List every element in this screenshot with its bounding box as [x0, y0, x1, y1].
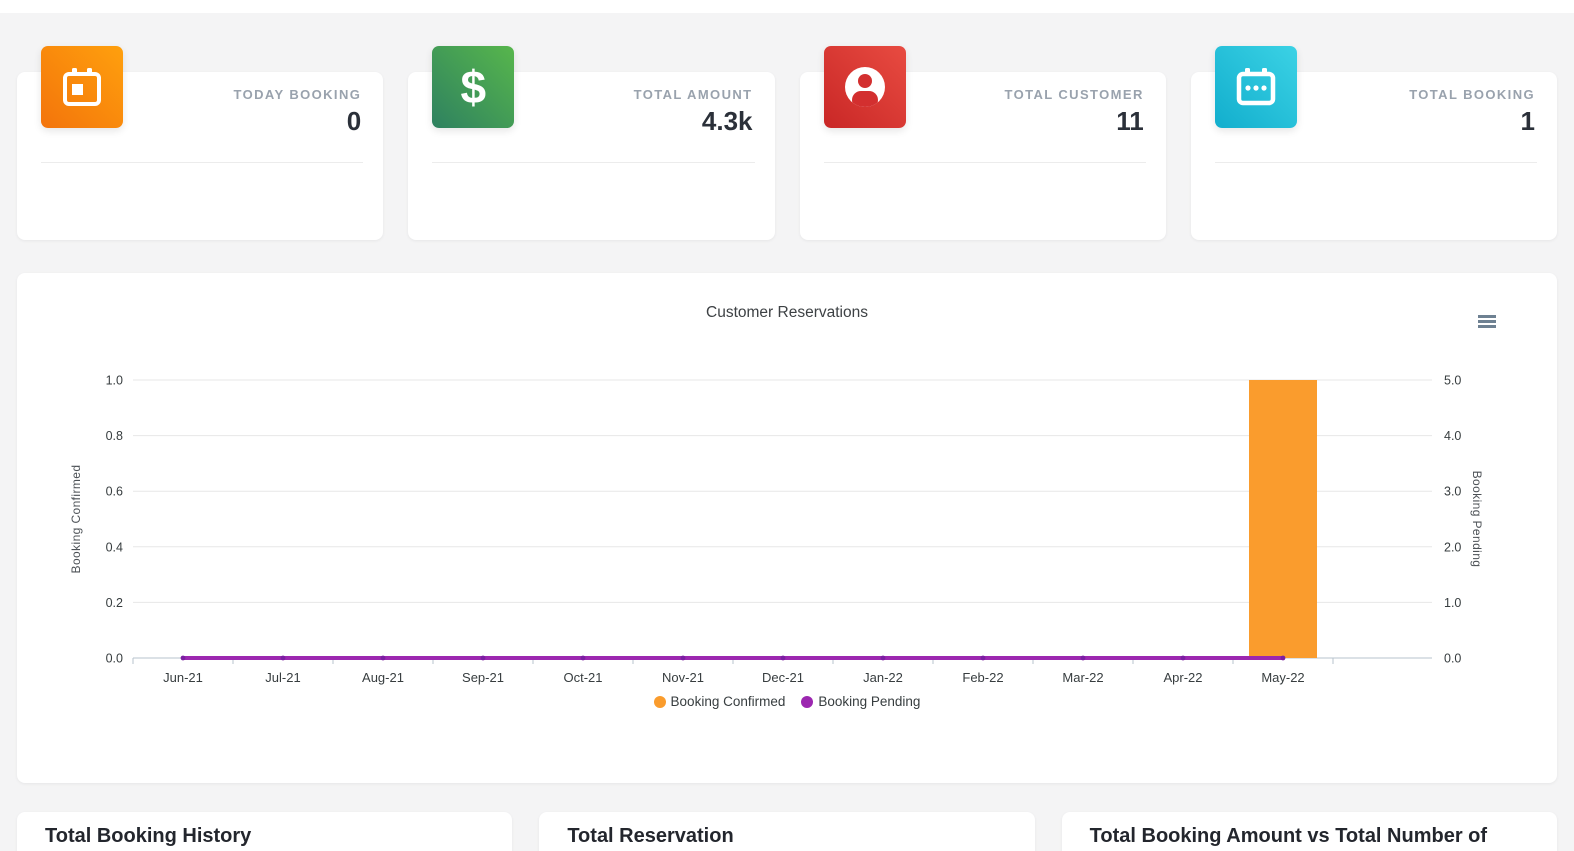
svg-text:Jul-21: Jul-21 — [265, 670, 300, 685]
chart-title: Customer Reservations — [706, 304, 868, 321]
svg-text:1.0: 1.0 — [1444, 596, 1461, 610]
dollar-icon: $ — [432, 46, 515, 128]
svg-text:Sep-21: Sep-21 — [462, 670, 504, 685]
svg-text:0.2: 0.2 — [106, 596, 123, 610]
bottom-row: Total Booking History Total Reservation … — [0, 812, 1574, 851]
svg-text:0.6: 0.6 — [106, 485, 123, 499]
stat-label: TOTAL CUSTOMER — [1004, 87, 1144, 102]
stat-card-total-booking: TOTAL BOOKING 1 — [1190, 46, 1557, 240]
customer-reservations-card: Customer Reservations 1.0 5.0 0.8 4.0 0.6 3.0… — [17, 273, 1557, 783]
svg-text:3.0: 3.0 — [1444, 485, 1461, 499]
user-circle-icon — [823, 46, 906, 128]
legend-item-booking-confirmed[interactable]: Booking Confirmed — [653, 694, 785, 709]
stat-value: 11 — [1116, 106, 1144, 136]
svg-text:4.0: 4.0 — [1444, 429, 1461, 443]
chart-menu-icon[interactable] — [1475, 312, 1499, 331]
customer-reservations-chart: 1.0 5.0 0.8 4.0 0.6 3.0 0.4 2.0 0.2 1.0 0.0 0.0 Book… — [69, 374, 1484, 686]
top-bar — [0, 0, 1574, 13]
svg-text:0.8: 0.8 — [106, 429, 123, 443]
total-reservation-card: Total Reservation — [539, 812, 1035, 851]
stat-value: 4.3k — [701, 106, 753, 136]
card-title: Total Booking Amount vs Total Number of — [1089, 825, 1488, 847]
svg-text:Booking Pending: Booking Pending — [1470, 471, 1484, 568]
svg-text:5.0: 5.0 — [1444, 374, 1461, 388]
total-booking-history-card: Total Booking History — [17, 812, 513, 851]
svg-text:Oct-21: Oct-21 — [563, 670, 602, 685]
stat-card-total-customer: TOTAL CUSTOMER 11 — [799, 46, 1166, 240]
chart-legend: Booking Confirmed Booking Pending — [17, 694, 1557, 709]
calendar-dots-icon — [1214, 46, 1297, 128]
svg-text:Apr-22: Apr-22 — [1163, 670, 1202, 685]
card-title: Total Booking History — [45, 825, 252, 847]
stat-label: TODAY BOOKING — [233, 87, 362, 102]
legend-dot-confirmed — [653, 695, 666, 708]
svg-text:May-22: May-22 — [1261, 670, 1304, 685]
svg-text:Feb-22: Feb-22 — [962, 670, 1003, 685]
stat-card-total-amount: $ TOTAL AMOUNT 4.3k — [408, 46, 775, 240]
stat-card-today-booking: TODAY BOOKING 0 — [17, 46, 384, 240]
card-title: Total Reservation — [567, 825, 734, 847]
stats-row: TODAY BOOKING 0 $ TOTAL AMOUNT 4.3k — [0, 46, 1574, 240]
stat-value: 0 — [346, 106, 362, 136]
svg-text:Jan-22: Jan-22 — [863, 670, 903, 685]
svg-text:0.0: 0.0 — [106, 652, 123, 666]
svg-text:Dec-21: Dec-21 — [762, 670, 804, 685]
svg-text:Mar-22: Mar-22 — [1062, 670, 1103, 685]
svg-text:0.0: 0.0 — [1444, 652, 1461, 666]
legend-item-booking-pending[interactable]: Booking Pending — [801, 694, 920, 709]
stat-label: TOTAL BOOKING — [1409, 87, 1535, 102]
svg-text:Jun-21: Jun-21 — [163, 670, 203, 685]
legend-dot-pending — [801, 695, 814, 708]
divider — [41, 162, 364, 163]
svg-text:2.0: 2.0 — [1444, 540, 1461, 554]
total-booking-amount-card: Total Booking Amount vs Total Number of — [1061, 812, 1557, 851]
stat-label: TOTAL AMOUNT — [633, 87, 753, 102]
svg-text:Aug-21: Aug-21 — [362, 670, 404, 685]
svg-text:Nov-21: Nov-21 — [662, 670, 704, 685]
svg-text:Booking Confirmed: Booking Confirmed — [69, 465, 83, 574]
calendar-icon — [41, 46, 123, 128]
divider — [432, 162, 755, 163]
stat-value: 1 — [1520, 106, 1535, 136]
svg-text:0.4: 0.4 — [106, 540, 123, 554]
divider — [823, 162, 1146, 163]
divider — [1214, 162, 1537, 163]
svg-text:1.0: 1.0 — [106, 374, 123, 388]
